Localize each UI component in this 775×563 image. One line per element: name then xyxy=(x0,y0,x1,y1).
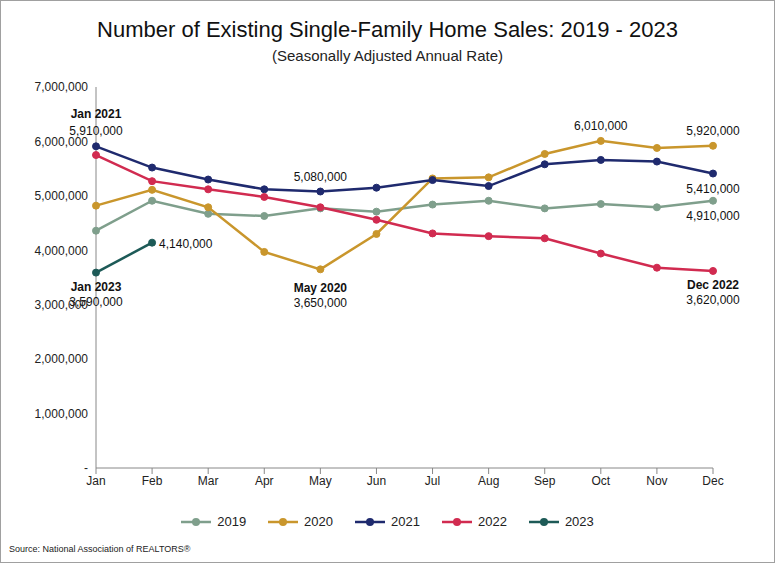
svg-text:Jun: Jun xyxy=(367,474,386,488)
svg-text:4,000,000: 4,000,000 xyxy=(35,244,89,258)
svg-text:3,650,000: 3,650,000 xyxy=(294,296,348,310)
html-text:2019: 2019 xyxy=(217,514,247,529)
svg-text:Jan: Jan xyxy=(86,474,105,488)
html-text:2023: 2023 xyxy=(564,514,594,529)
svg-text:5,920,000: 5,920,000 xyxy=(686,124,740,138)
svg-text:4,910,000: 4,910,000 xyxy=(686,209,740,223)
svg-text:Sep: Sep xyxy=(534,474,556,488)
svg-text:Jan 2021: Jan 2021 xyxy=(71,107,122,121)
svg-text:2,000,000: 2,000,000 xyxy=(35,352,89,366)
svg-text:1,000,000: 1,000,000 xyxy=(35,407,89,421)
svg-text:3,620,000: 3,620,000 xyxy=(686,293,740,307)
svg-text:4,140,000: 4,140,000 xyxy=(159,237,213,251)
html-text:2020: 2020 xyxy=(304,514,333,529)
svg-text:May: May xyxy=(309,474,332,488)
html-text:Source: National Association o: Source: National Association of REALTORS… xyxy=(9,544,191,554)
svg-text:3,000,000: 3,000,000 xyxy=(35,298,89,312)
html-text:Number of Existing Single-Fami: Number of Existing Single-Family Home Sa… xyxy=(97,17,678,42)
svg-text:5,000,000: 5,000,000 xyxy=(35,189,89,203)
svg-text:5,410,000: 5,410,000 xyxy=(686,182,740,196)
svg-text:Oct: Oct xyxy=(591,474,610,488)
svg-text:Apr: Apr xyxy=(255,474,274,488)
svg-text:Feb: Feb xyxy=(142,474,163,488)
svg-text:Aug: Aug xyxy=(478,474,499,488)
svg-text:6,010,000: 6,010,000 xyxy=(574,119,628,133)
svg-text:Mar: Mar xyxy=(198,474,219,488)
svg-text:May 2020: May 2020 xyxy=(294,281,348,295)
svg-text:5,910,000: 5,910,000 xyxy=(69,124,123,139)
svg-text:7,000,000: 7,000,000 xyxy=(35,80,89,94)
svg-text:Dec 2022: Dec 2022 xyxy=(687,278,739,292)
svg-text:Jan 2023: Jan 2023 xyxy=(71,280,122,294)
html-text:2021: 2021 xyxy=(391,514,420,529)
svg-text:Nov: Nov xyxy=(646,474,667,488)
svg-text:6,000,000: 6,000,000 xyxy=(35,135,89,149)
svg-text:5,080,000: 5,080,000 xyxy=(294,170,348,184)
svg-text:Dec: Dec xyxy=(702,474,723,488)
html-text:2022: 2022 xyxy=(478,514,507,529)
svg-text:-: - xyxy=(84,461,88,475)
svg-text:3,590,000: 3,590,000 xyxy=(69,294,123,309)
html-text:(Seasonally Adjusted Annual Ra: (Seasonally Adjusted Annual Rate) xyxy=(272,47,503,64)
svg-text:Jul: Jul xyxy=(425,474,440,488)
